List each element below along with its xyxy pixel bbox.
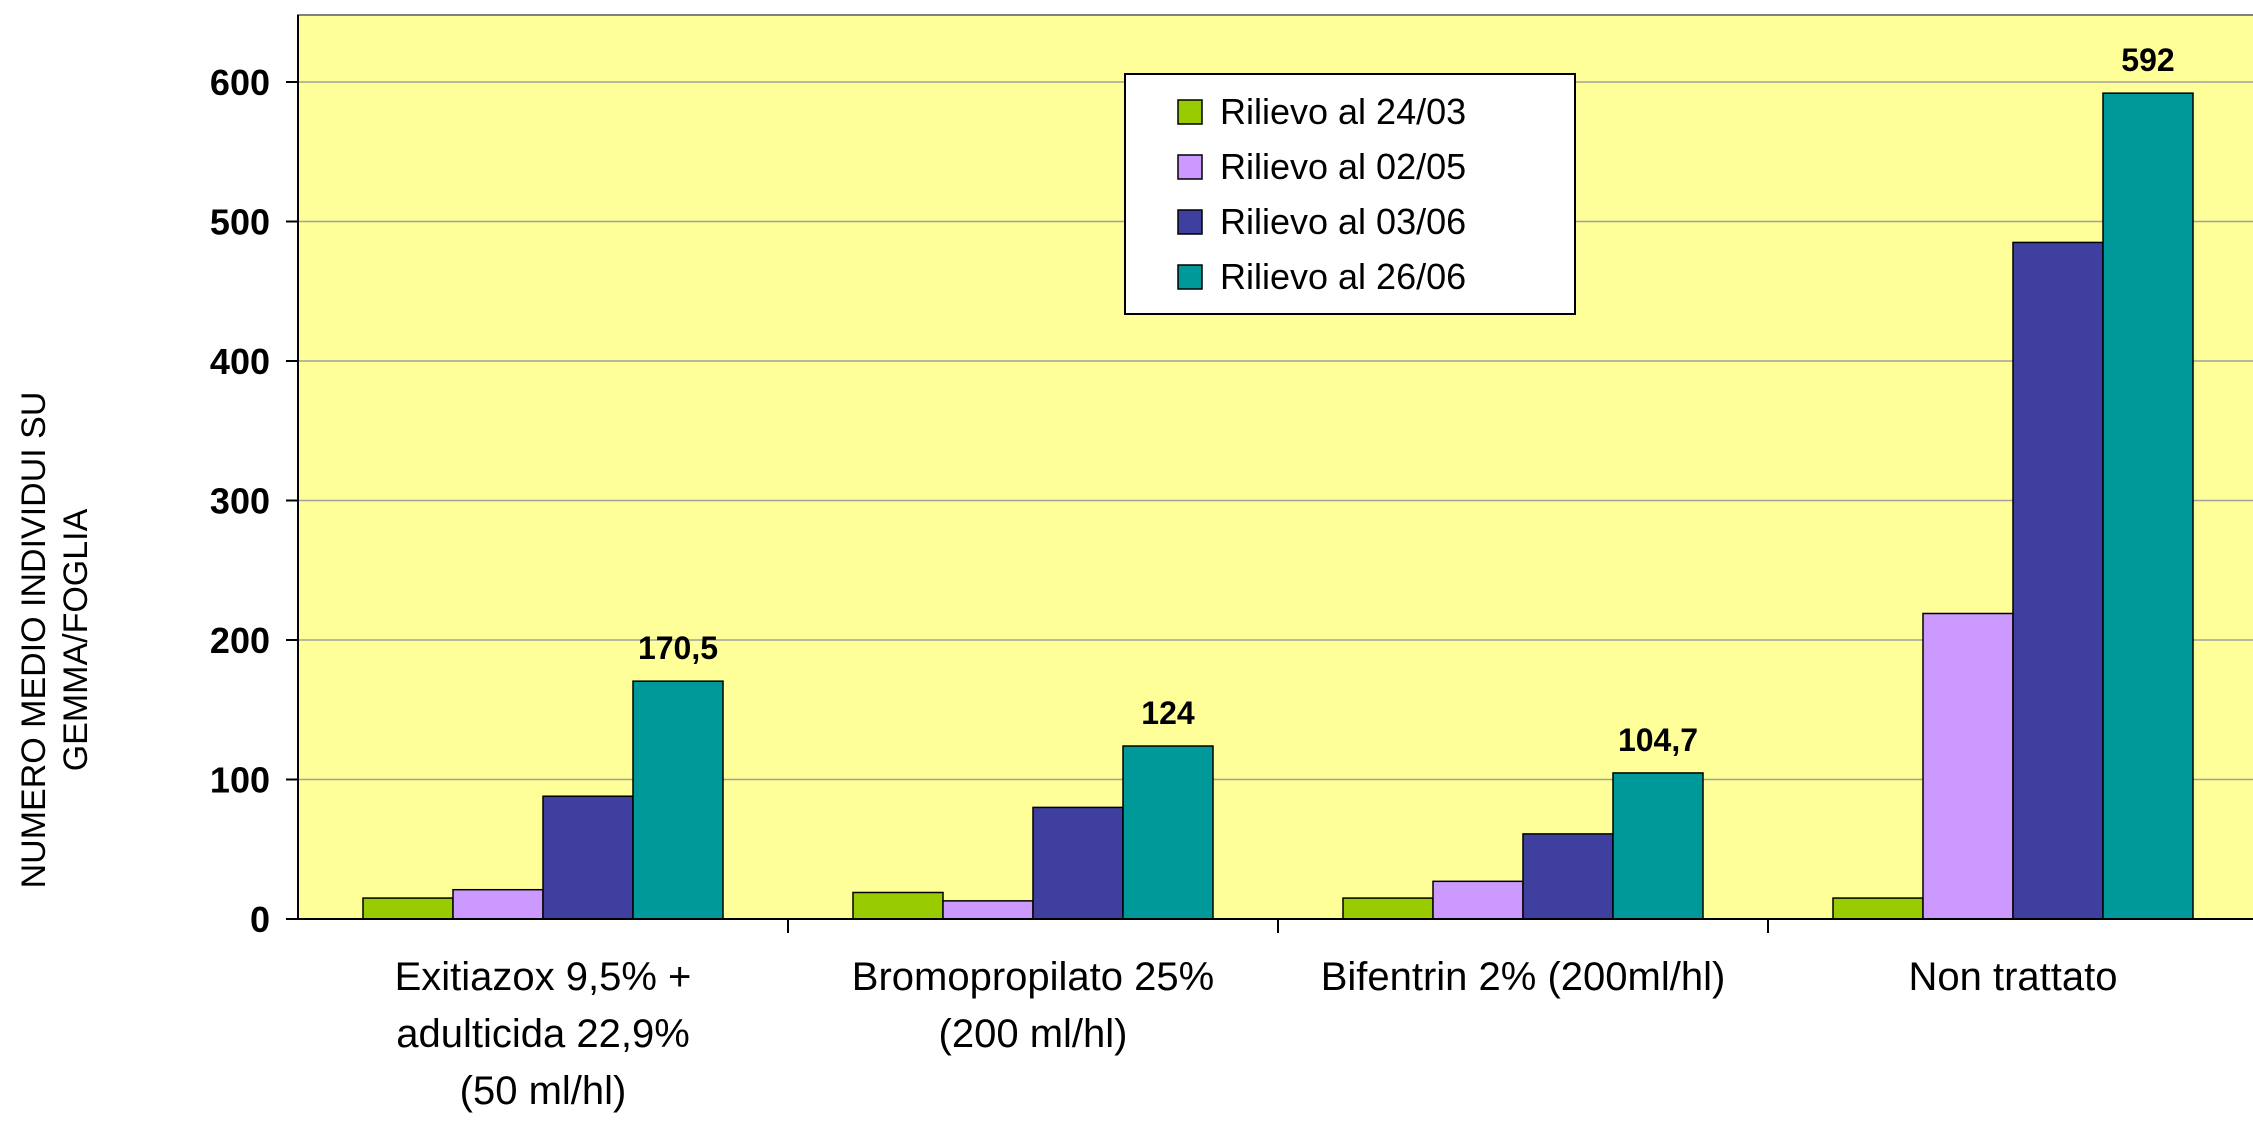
x-tick-label: (200 ml/hl) [939,1012,1128,1056]
legend-label: Rilievo al 03/06 [1220,201,1466,242]
y-axis-title-line: NUMERO MEDIO INDIVIDUI SU [15,392,53,889]
legend: Rilievo al 24/03 Rilievo al 02/05 Rilievo … [1124,73,1576,315]
axes [286,15,2253,933]
x-tick-label: Bifentrin 2% (200ml/hl) [1321,955,1726,999]
bar-rilievo-al-26-06 [1612,772,1704,920]
bar-rilievo-al-02-05 [452,888,544,920]
data-label: 124 [1141,695,1195,731]
data-labels: 170,5 124 104,7 592 [638,42,2175,758]
legend-label: Rilievo al 24/03 [1220,91,1466,132]
bar-rilievo-al-24-03 [1832,897,1924,920]
bars [362,92,2194,920]
bar-rilievo-al-02-05 [1922,612,2014,920]
bar-rilievo-al-24-03 [362,897,454,920]
bar-rilievo-al-02-05 [942,900,1034,920]
legend-label: Rilievo al 26/06 [1220,256,1466,297]
bar-rilievo-al-03-06 [1032,806,1124,920]
bar-rilievo-al-03-06 [1522,833,1614,920]
y-axis-title-line: GEMMA/FOGLIA [57,508,95,771]
bar-rilievo-al-26-06 [2102,92,2194,920]
x-tick-label: (50 ml/hl) [460,1069,627,1113]
bar-rilievo-al-03-06 [2012,241,2104,920]
bar-rilievo-al-03-06 [542,795,634,920]
y-tick-label: 600 [210,62,270,103]
x-tick-label: adulticida 22,9% [396,1012,690,1056]
y-tick-labels: 0 100 200 300 400 500 600 [210,62,270,940]
data-label: 592 [2121,42,2174,78]
y-tick-label: 100 [210,760,270,801]
y-tick-label: 500 [210,202,270,243]
bar-rilievo-al-02-05 [1432,880,1524,920]
legend-label: Rilievo al 02/05 [1220,146,1466,187]
data-label: 104,7 [1618,722,1698,758]
legend-swatch [1177,209,1203,235]
x-tick-label: Bromopropilato 25% [852,955,1214,999]
bar-rilievo-al-26-06 [1122,745,1214,920]
bar-rilievo-al-24-03 [1342,897,1434,920]
bar-rilievo-al-26-06 [632,680,724,920]
data-label: 170,5 [638,630,718,666]
legend-swatch [1177,99,1203,125]
legend-swatch [1177,154,1203,180]
y-tick-label: 0 [250,899,270,940]
y-tick-label: 300 [210,481,270,522]
legend-swatch [1177,264,1203,290]
x-tick-label: Non trattato [1908,955,2117,999]
x-tick-label: Exitiazox 9,5% + [395,955,692,999]
bar-rilievo-al-24-03 [852,891,944,920]
y-axis-title: NUMERO MEDIO INDIVIDUI SU GEMMA/FOGLIA [15,392,95,889]
x-tick-labels: Exitiazox 9,5% + adulticida 22,9% (50 ml/h… [395,955,2118,1113]
y-tick-label: 200 [210,620,270,661]
y-tick-label: 400 [210,341,270,382]
